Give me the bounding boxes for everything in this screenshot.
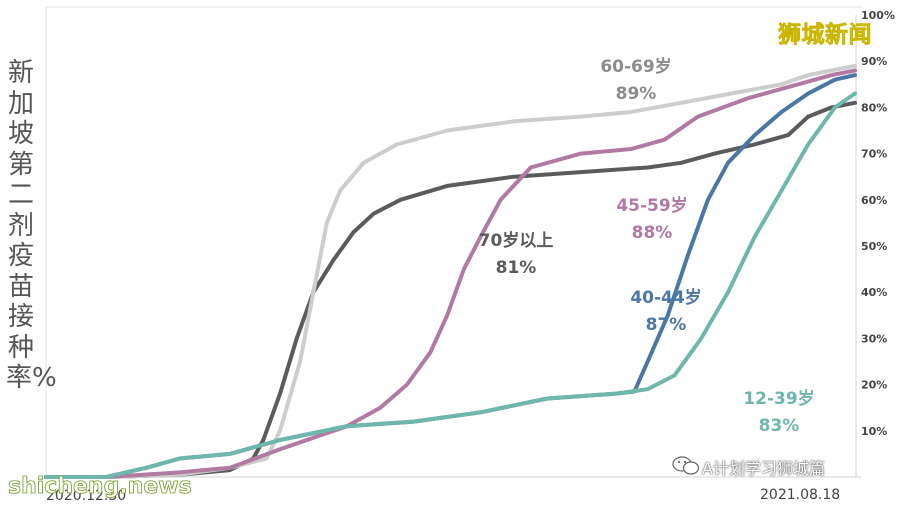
series-name-label: 45-59岁 <box>616 195 687 216</box>
y-tick-label: 60% <box>861 194 887 207</box>
y-tick-label: 40% <box>861 286 887 299</box>
y-tick-label: 20% <box>861 379 887 392</box>
y-tick-label: 30% <box>861 332 887 345</box>
y-tick-label: 50% <box>861 240 887 253</box>
y-tick-label: 80% <box>861 101 887 114</box>
x-axis-ticks: 2020.12.30 2021.08.18 <box>46 487 840 504</box>
watermark-site: shicheng.news <box>8 474 193 500</box>
series-name-label: 40-44岁 <box>630 287 701 308</box>
series-labels: 70岁以上 81% 60-69岁 89% 45-59岁 88% 40-44岁 87% 12-39… <box>479 56 815 436</box>
brand-label: 狮城新闻 <box>778 22 872 49</box>
y-tick-label: 10% <box>861 425 887 438</box>
series-name-label: 12-39岁 <box>743 388 814 409</box>
x-tick-label-start: 2020.12.30 <box>46 488 126 504</box>
series-line-age-45-59 <box>44 68 857 479</box>
series-value-label: 89% <box>616 84 657 104</box>
series-value-label: 81% <box>496 258 537 278</box>
series-value-label: 83% <box>759 416 800 436</box>
series-value-label: 87% <box>646 315 687 335</box>
series-lines <box>44 63 857 479</box>
watermark-account: A计划学习狮城篇 <box>702 459 825 478</box>
y-tick-label: 70% <box>861 148 887 161</box>
y-axis: 10% 20% 30% 40% 50% 60% 70% 80% 90% 100% <box>855 9 895 477</box>
wechat-icon <box>672 456 700 475</box>
series-name-label: 60-69岁 <box>600 56 671 77</box>
vertical-title: 新加坡第二剂疫苗接种率% <box>6 58 57 393</box>
series-value-label: 88% <box>632 223 673 243</box>
series-line-age-12-39 <box>44 91 857 479</box>
y-tick-label: 100% <box>861 9 895 22</box>
y-tick-label: 90% <box>861 55 887 68</box>
series-name-label: 70岁以上 <box>479 230 554 251</box>
gridlines <box>45 6 862 478</box>
x-tick-label-end: 2021.08.18 <box>760 487 840 503</box>
